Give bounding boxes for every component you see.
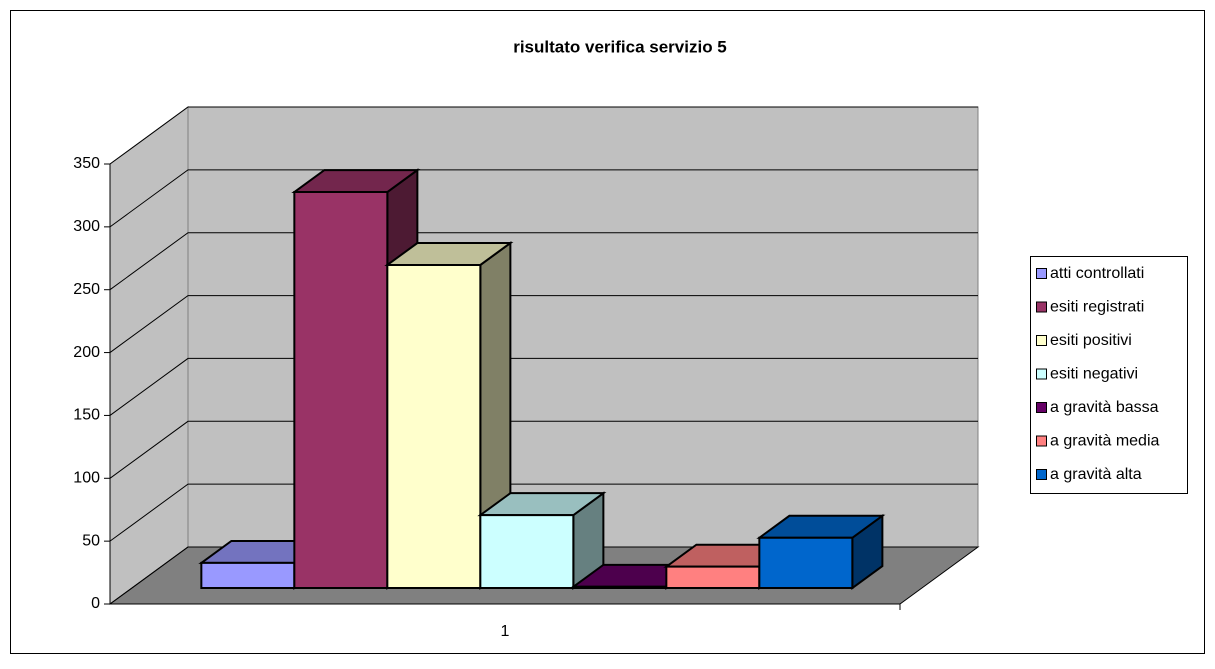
legend xyxy=(1030,256,1188,494)
legend-label: esiti negativi xyxy=(1050,366,1138,383)
legend-swatch xyxy=(1036,402,1047,413)
bar-front xyxy=(386,263,482,590)
legend-swatch xyxy=(1036,301,1047,313)
legend-label: esiti positivi xyxy=(1050,332,1132,349)
y-tick-label: 150 xyxy=(73,407,100,424)
bar-front xyxy=(479,514,575,590)
y-tick-label: 50 xyxy=(82,532,100,549)
bar-front xyxy=(200,561,296,590)
bar-front xyxy=(572,585,668,590)
bar-front xyxy=(665,565,761,590)
legend-label: atti controllati xyxy=(1050,265,1144,282)
bar-front xyxy=(293,191,389,590)
grid-line xyxy=(109,483,978,542)
legend-swatch xyxy=(1036,435,1047,447)
bar xyxy=(477,491,607,591)
legend-swatch xyxy=(1036,368,1047,380)
legend-label: a gravità alta xyxy=(1050,466,1142,483)
grid-line xyxy=(109,295,978,353)
y-tick-label: 350 xyxy=(73,155,100,172)
legend-label: a gravità media xyxy=(1050,433,1159,450)
chart-title: risultato verifica servizio 5 xyxy=(513,37,727,56)
grid-line xyxy=(109,357,978,416)
grid-line xyxy=(109,106,978,165)
bar-front xyxy=(758,536,854,590)
legend-swatch xyxy=(1036,335,1047,346)
legend-label: a gravità bassa xyxy=(1050,399,1159,416)
side-wall xyxy=(109,106,189,605)
grid-line xyxy=(109,232,978,291)
legend-swatch xyxy=(1036,268,1047,279)
y-tick-label: 250 xyxy=(73,281,100,298)
grid-line xyxy=(109,420,978,479)
y-tick-label: 200 xyxy=(73,344,100,361)
y-tick-label: 300 xyxy=(73,218,100,235)
legend-swatch xyxy=(1036,469,1047,480)
y-tick-label: 100 xyxy=(73,470,100,487)
grid-line xyxy=(109,169,978,228)
y-tick-label: 0 xyxy=(91,595,100,612)
legend-label: esiti registrati xyxy=(1050,299,1144,316)
bar xyxy=(756,513,886,591)
x-tick-label: 1 xyxy=(501,623,510,640)
